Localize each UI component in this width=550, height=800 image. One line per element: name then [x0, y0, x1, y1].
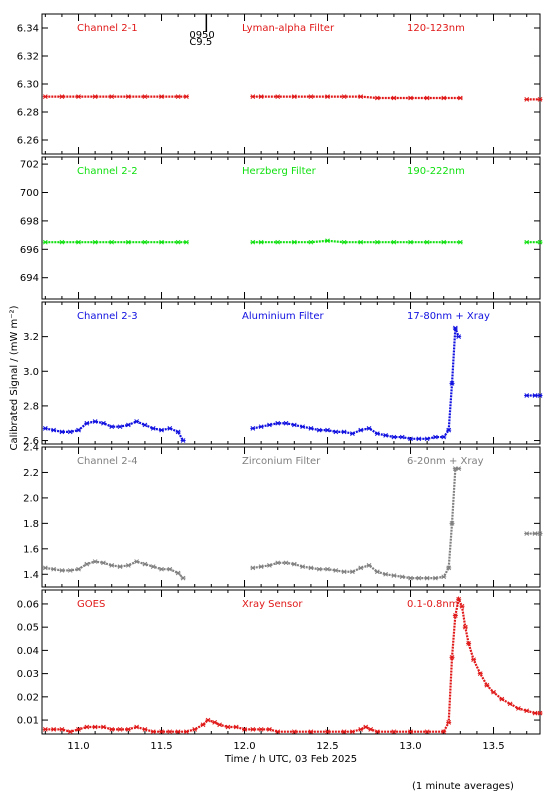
data-trace	[45, 560, 184, 579]
y-tick-label: 0.06	[17, 599, 39, 610]
panel-label-band: 17-80nm + Xray	[407, 311, 490, 322]
panel-frame	[41, 156, 541, 300]
y-tick-label: 0.02	[17, 692, 39, 703]
y-tick-label: 6.34	[17, 24, 39, 35]
panel-label-channel: GOES	[77, 599, 105, 610]
y-tick-label: 0.03	[17, 669, 39, 680]
y-tick-label: 6.26	[17, 136, 39, 147]
y-tick-label: 2.4	[23, 443, 39, 454]
y-tick-label: 3.0	[23, 367, 39, 378]
panel-label-band: 190-222nm	[407, 166, 465, 177]
y-tick-label: 698	[20, 216, 39, 227]
panel-label-band: 120-123nm	[407, 23, 465, 34]
flare-marker-class: C9.5	[189, 37, 212, 48]
panel-5: 0.01 0.02 0.03 0.04 0.05 0.06 GOES Xray Sensor 0…	[17, 589, 543, 735]
panel-label-filter: Lyman-alpha Filter	[242, 23, 335, 34]
panel-label-filter: Xray Sensor	[242, 599, 303, 610]
y-tick-label: 2.0	[23, 493, 39, 504]
panel-label-filter: Aluminium Filter	[242, 311, 325, 322]
averaging-note: (1 minute averages)	[412, 781, 514, 792]
data-trace	[45, 420, 185, 442]
y-tick-label: 6.32	[17, 52, 39, 63]
x-tick-label: 12.5	[316, 741, 338, 752]
y-tick-label: 2.8	[23, 401, 39, 412]
panel-label-channel: Channel 2-2	[77, 166, 138, 177]
x-tick-label: 13.0	[399, 741, 421, 752]
data-trace	[252, 467, 459, 580]
panel-label-channel: Channel 2-1	[77, 23, 138, 34]
x-tick-label: 13.5	[482, 741, 504, 752]
panel-label-channel: Channel 2-3	[77, 311, 138, 322]
y-tick-label: 1.4	[23, 570, 39, 581]
panel-frame	[41, 589, 541, 735]
panel-4: 1.4 1.6 1.8 2.0 2.2 2.4 Channel 2-4 Zirconium F…	[23, 443, 543, 588]
panel-label-band: 6-20nm + Xray	[407, 456, 484, 467]
data-point	[449, 521, 455, 526]
y-tick-label: 6.28	[17, 108, 39, 119]
panel-label-filter: Herzberg Filter	[242, 166, 317, 177]
x-axis-title: Time / h UTC, 03 Feb 2025	[224, 754, 357, 765]
y-tick-label: 3.2	[23, 332, 39, 343]
y-tick-label: 1.8	[23, 519, 39, 530]
y-tick-label: 694	[20, 273, 39, 284]
x-tick-label: 11.0	[67, 741, 89, 752]
y-tick-label: 2.6	[23, 436, 39, 447]
y-tick-label: 6.30	[17, 80, 39, 91]
panel-frame	[41, 446, 541, 588]
data-trace	[252, 239, 461, 244]
y-tick-label: 2.2	[23, 468, 39, 479]
panel-frame	[41, 301, 541, 445]
panel-label-channel: Channel 2-4	[77, 456, 138, 467]
panel-label-filter: Zirconium Filter	[242, 456, 321, 467]
y-tick-label: 0.01	[17, 716, 39, 727]
flare-marker-time: 0950	[189, 30, 214, 41]
panel-label-band: 0.1-0.8nm	[407, 599, 459, 610]
y-tick-label: 696	[20, 245, 39, 256]
y-tick-label: 702	[20, 160, 39, 171]
y-axis-title: Calibrated Signal / (mW m⁻²)	[9, 305, 20, 450]
data-trace	[252, 95, 461, 100]
panel-1: 6.26 6.28 6.30 6.32 6.34 Channel 2-1 Lyman-alp…	[17, 13, 543, 155]
x-tick-label: 11.5	[150, 741, 172, 752]
panel-2: 694 696 698 700 702 Channel 2-2 Herzberg Filte…	[20, 156, 543, 300]
y-tick-label: 0.05	[17, 623, 39, 634]
y-tick-label: 700	[20, 188, 39, 199]
x-tick-label: 12.0	[233, 741, 255, 752]
data-trace	[45, 595, 540, 733]
panel-frame	[41, 13, 541, 155]
data-trace	[252, 327, 460, 440]
y-tick-label: 0.04	[17, 646, 39, 657]
panel-3: 2.6 2.8 3.0 3.2 Channel 2-3 Aluminium Filter 1…	[23, 301, 543, 447]
y-tick-label: 1.6	[23, 544, 39, 555]
